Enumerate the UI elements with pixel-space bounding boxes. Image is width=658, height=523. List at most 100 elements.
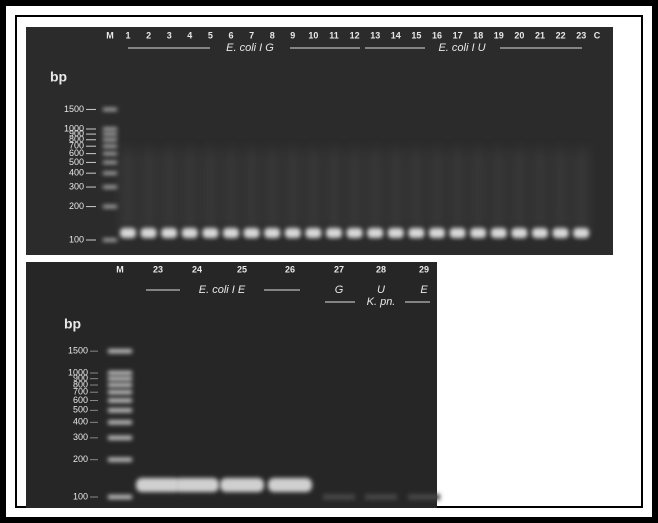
group-label: K. pn. xyxy=(367,296,396,308)
ladder-band xyxy=(103,205,117,208)
smear xyxy=(286,150,300,230)
band xyxy=(136,478,180,492)
smear xyxy=(533,150,547,230)
band xyxy=(264,228,280,238)
ladder-label: 400 xyxy=(69,168,84,178)
lane-label: 22 xyxy=(556,30,566,40)
ladder-band xyxy=(108,458,132,462)
band xyxy=(305,228,321,238)
band xyxy=(202,228,218,238)
band xyxy=(450,228,466,238)
ladder-label: 300 xyxy=(73,432,88,442)
ladder-label: 100 xyxy=(73,491,88,501)
lane-label: 15 xyxy=(411,30,421,40)
ladder-band xyxy=(103,128,117,131)
smear xyxy=(203,150,217,230)
smear xyxy=(265,150,279,230)
band xyxy=(408,494,440,500)
gel-figure: bpM1234567891011121314151617181920212223… xyxy=(0,0,658,523)
lane-label: 14 xyxy=(391,30,401,40)
lane-label: 23 xyxy=(153,264,163,274)
lane-label: 24 xyxy=(192,264,202,274)
ladder-label: 1500 xyxy=(68,346,88,356)
smear xyxy=(327,150,341,230)
lane-label: M xyxy=(106,30,114,40)
ladder-band xyxy=(103,145,117,148)
unit-label: bp xyxy=(64,316,81,332)
smear xyxy=(554,150,568,230)
lane-label: 23 xyxy=(576,30,586,40)
band xyxy=(553,228,569,238)
band xyxy=(347,228,363,238)
lane-label: 3 xyxy=(167,30,172,40)
lane-label: 13 xyxy=(370,30,380,40)
lane-label: 28 xyxy=(376,264,386,274)
band xyxy=(323,494,355,500)
group-label: E. coli I U xyxy=(438,42,485,54)
lane-label: 18 xyxy=(473,30,483,40)
band xyxy=(326,228,342,238)
smear xyxy=(245,150,259,230)
smear xyxy=(574,150,588,230)
ladder-band xyxy=(108,495,132,499)
lane-label: 29 xyxy=(419,264,429,274)
band xyxy=(573,228,589,238)
ladder-label: 500 xyxy=(69,157,84,167)
band xyxy=(491,228,507,238)
ladder-label: 500 xyxy=(73,405,88,415)
ladder-band xyxy=(108,383,132,387)
lane-label: 9 xyxy=(290,30,295,40)
ladder-band xyxy=(103,161,117,164)
band xyxy=(220,478,264,492)
ladder-label: 100 xyxy=(69,234,84,244)
ladder-label: 300 xyxy=(69,181,84,191)
sub-label: E xyxy=(420,284,428,296)
ladder-label: 400 xyxy=(73,417,88,427)
smear xyxy=(492,150,506,230)
ladder-label: 600 xyxy=(73,395,88,405)
smear xyxy=(121,150,135,230)
smear xyxy=(306,150,320,230)
lane-label: 17 xyxy=(453,30,463,40)
band xyxy=(285,228,301,238)
band xyxy=(429,228,445,238)
group-label: E. coli I G xyxy=(226,42,274,54)
lane-label: 10 xyxy=(308,30,318,40)
band xyxy=(388,228,404,238)
ladder-band xyxy=(108,390,132,394)
smear xyxy=(471,150,485,230)
smear xyxy=(409,150,423,230)
band xyxy=(120,228,136,238)
lane-label: 1 xyxy=(125,30,130,40)
ladder-label: 200 xyxy=(73,454,88,464)
ladder-band xyxy=(103,138,117,141)
band xyxy=(182,228,198,238)
smear xyxy=(224,150,238,230)
ladder-band xyxy=(108,377,132,381)
lane-label: 4 xyxy=(187,30,192,40)
lane-label: 2 xyxy=(146,30,151,40)
ladder-band xyxy=(103,239,117,242)
smear xyxy=(142,150,156,230)
band xyxy=(365,494,397,500)
band xyxy=(141,228,157,238)
smear xyxy=(451,150,465,230)
lane-label: 11 xyxy=(329,30,339,40)
lane-label: 12 xyxy=(350,30,360,40)
ladder-band xyxy=(103,172,117,175)
lane-label: 26 xyxy=(285,264,295,274)
lane-label: 27 xyxy=(334,264,344,274)
ladder-band xyxy=(108,399,132,403)
lane-label: 7 xyxy=(249,30,254,40)
band xyxy=(268,478,312,492)
band xyxy=(532,228,548,238)
ladder-band xyxy=(108,349,132,353)
band xyxy=(470,228,486,238)
smear xyxy=(512,150,526,230)
ladder-band xyxy=(108,420,132,424)
lane-label: 5 xyxy=(208,30,213,40)
ladder-band xyxy=(103,152,117,155)
band xyxy=(223,228,239,238)
ladder-band xyxy=(108,436,132,440)
band xyxy=(244,228,260,238)
